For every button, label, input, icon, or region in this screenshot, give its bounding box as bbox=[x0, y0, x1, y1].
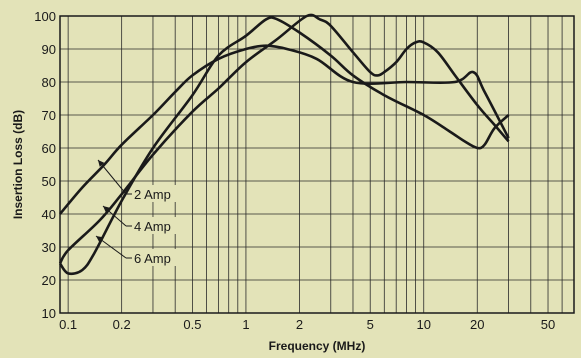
curve-label-background bbox=[132, 217, 182, 234]
y-tick-label: 70 bbox=[42, 108, 56, 123]
curve-label-leader bbox=[97, 159, 127, 195]
x-tick-label: 0.5 bbox=[183, 317, 201, 332]
curve-label: 4 Amp bbox=[134, 219, 171, 234]
x-tick-label: 2 bbox=[296, 317, 303, 332]
x-tick-label: 0.1 bbox=[59, 317, 77, 332]
curve-label-arrowhead bbox=[103, 206, 110, 213]
tick-labels: 0.1 0.2 0.5 1 2 5 10 20 50 10 20 30 40 50 60 70 80 90 100 bbox=[34, 9, 555, 332]
curve-label-background bbox=[132, 249, 182, 266]
y-tick-label: 40 bbox=[42, 207, 56, 222]
x-tick-label: 0.2 bbox=[113, 317, 131, 332]
series-line-1 bbox=[59, 44, 510, 215]
x-axis-title: Frequency (MHz) bbox=[269, 339, 366, 353]
y-tick-label: 100 bbox=[34, 9, 56, 24]
series-line-2 bbox=[58, 13, 510, 265]
y-tick-label: 30 bbox=[42, 240, 56, 255]
curve-label-arrowhead bbox=[96, 236, 103, 243]
x-tick-label: 5 bbox=[367, 317, 374, 332]
y-tick-label: 50 bbox=[42, 174, 56, 189]
y-axis-title: Insertion Loss (dB) bbox=[11, 110, 25, 219]
series-line-3 bbox=[58, 16, 510, 276]
y-tick-label: 90 bbox=[42, 42, 56, 57]
y-tick-label: 60 bbox=[42, 141, 56, 156]
curve-labels: 2 Amp 4 Amp 6 Amp bbox=[95, 159, 182, 266]
plot-frame bbox=[59, 15, 575, 314]
y-tick-label: 20 bbox=[42, 273, 56, 288]
x-tick-label: 20 bbox=[470, 317, 484, 332]
curve-label-background bbox=[132, 185, 182, 202]
x-tick-label: 1 bbox=[242, 317, 249, 332]
curve-label-arrowhead bbox=[98, 160, 105, 167]
grid bbox=[60, 15, 574, 314]
x-tick-label: 10 bbox=[417, 317, 431, 332]
series-layer bbox=[58, 13, 510, 276]
y-tick-label: 10 bbox=[42, 306, 56, 321]
curve-label: 6 Amp bbox=[134, 251, 171, 266]
y-tick-label: 80 bbox=[42, 75, 56, 90]
curve-label: 2 Amp bbox=[134, 187, 171, 202]
x-tick-label: 50 bbox=[541, 317, 555, 332]
